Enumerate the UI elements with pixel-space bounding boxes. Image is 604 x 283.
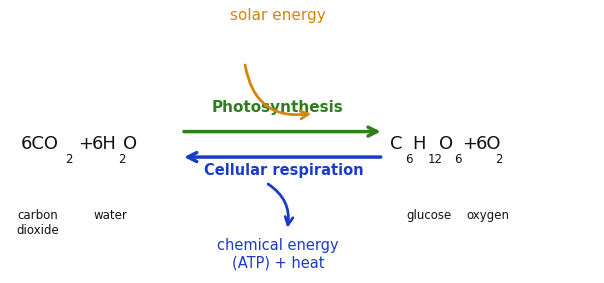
FancyArrowPatch shape bbox=[268, 184, 293, 225]
Text: Cellular respiration: Cellular respiration bbox=[204, 163, 364, 178]
Text: 2: 2 bbox=[65, 153, 72, 166]
Text: H: H bbox=[413, 135, 426, 153]
Text: 6: 6 bbox=[454, 153, 461, 166]
FancyArrowPatch shape bbox=[245, 65, 308, 119]
Text: 6O: 6O bbox=[475, 135, 501, 153]
Text: 6H: 6H bbox=[92, 135, 117, 153]
Text: 2: 2 bbox=[495, 153, 503, 166]
Text: glucose: glucose bbox=[407, 209, 452, 222]
Text: oxygen: oxygen bbox=[466, 209, 509, 222]
Text: 6: 6 bbox=[405, 153, 412, 166]
Text: +: + bbox=[462, 135, 477, 153]
Text: O: O bbox=[123, 135, 137, 153]
Text: 6CO: 6CO bbox=[21, 135, 59, 153]
Text: O: O bbox=[439, 135, 453, 153]
Text: carbon
dioxide: carbon dioxide bbox=[17, 209, 59, 237]
Text: water: water bbox=[94, 209, 127, 222]
Text: chemical energy
(ATP) + heat: chemical energy (ATP) + heat bbox=[217, 238, 339, 270]
Text: 2: 2 bbox=[118, 153, 125, 166]
Text: C: C bbox=[390, 135, 402, 153]
Text: +: + bbox=[79, 135, 94, 153]
Text: Photosynthesis: Photosynthesis bbox=[212, 100, 344, 115]
Text: 12: 12 bbox=[428, 153, 443, 166]
Text: solar energy: solar energy bbox=[230, 8, 326, 23]
